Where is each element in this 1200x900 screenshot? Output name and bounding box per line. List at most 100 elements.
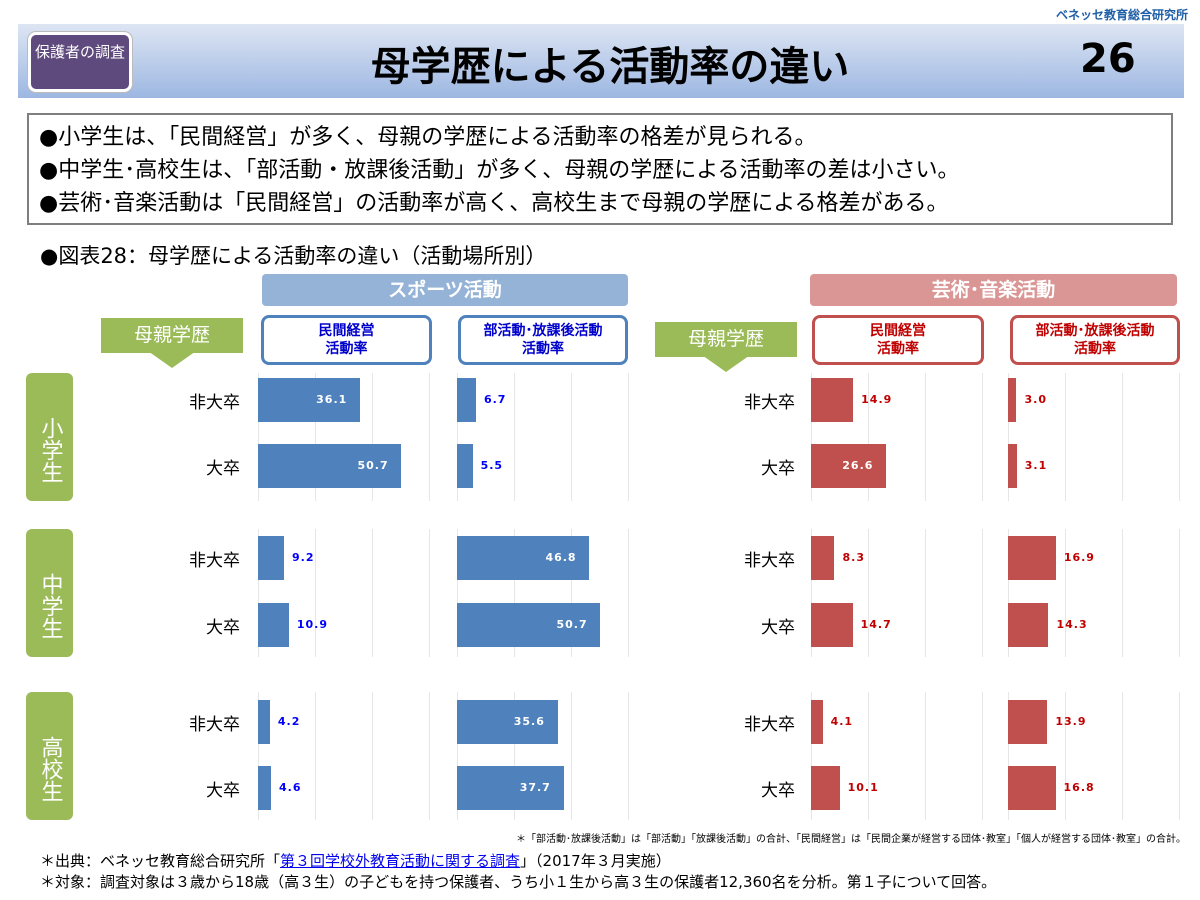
bar xyxy=(811,766,840,810)
bar xyxy=(258,766,272,810)
data-label: 3.0 xyxy=(1024,393,1047,406)
mother-education-label: 母親学歴 xyxy=(101,318,243,368)
panel-label: 活動率 xyxy=(522,341,564,357)
summary-box: ●小学生は、「民間経営」が多く、母親の学歴による活動率の格差が見られる。 ●中学… xyxy=(27,113,1173,225)
figure-title: ●図表28：母学歴による活動率の違い（活動場所別） xyxy=(40,244,547,268)
gridline xyxy=(868,529,869,657)
page-title: 母学歴による活動率の違い xyxy=(370,44,850,90)
bar xyxy=(1008,536,1056,580)
gridline xyxy=(811,692,812,820)
gridline xyxy=(628,692,629,820)
gridline xyxy=(1065,373,1066,501)
mother-education-label: 母親学歴 xyxy=(655,322,797,372)
brand-name: ベネッセ教育総合研究所 xyxy=(1055,8,1188,22)
gridline xyxy=(1065,529,1066,657)
gridline xyxy=(429,373,430,501)
gridline xyxy=(1008,373,1009,501)
gridline xyxy=(514,692,515,820)
row-label: 大卒 xyxy=(761,618,795,638)
row-label: 大卒 xyxy=(761,459,795,479)
gridline xyxy=(1179,373,1180,501)
gridline xyxy=(811,373,812,501)
data-label: 10.1 xyxy=(847,781,879,794)
gridline xyxy=(258,373,259,501)
gridline xyxy=(571,529,572,657)
row-label: 大卒 xyxy=(206,459,240,479)
bar xyxy=(457,536,590,580)
bar xyxy=(1008,700,1048,744)
bar xyxy=(258,444,402,488)
gridline xyxy=(1179,692,1180,820)
row-label: 非大卒 xyxy=(189,393,240,413)
row-label: 大卒 xyxy=(206,618,240,638)
bar xyxy=(1008,766,1056,810)
data-label: 3.1 xyxy=(1024,459,1048,472)
panel-label: 活動率 xyxy=(1074,341,1116,357)
gridline xyxy=(372,692,373,820)
arts-club-header: 部活動･放課後活動 活動率 xyxy=(1010,315,1180,365)
data-label: 50.7 xyxy=(556,618,588,631)
data-label: 16.8 xyxy=(1063,781,1095,794)
gridline xyxy=(258,692,259,820)
data-label: 6.7 xyxy=(483,393,507,406)
stage-high: 高校生 xyxy=(26,692,73,820)
summary-bullet: ●芸術･音楽活動は「民間経営」の活動率が高く、高校生まで母親の学歴による格差があ… xyxy=(39,191,949,216)
source-suffix: 」（2017年３月実施） xyxy=(520,852,671,870)
data-label: 35.6 xyxy=(513,715,545,728)
gridline xyxy=(1065,692,1066,820)
gridline xyxy=(1008,529,1009,657)
bar xyxy=(258,378,361,422)
arts-private-header: 民間経営 活動率 xyxy=(812,315,984,365)
data-label: 13.9 xyxy=(1055,715,1087,728)
row-label: 非大卒 xyxy=(744,715,795,735)
arts-header: 芸術･音楽活動 xyxy=(810,274,1177,306)
bar xyxy=(811,536,835,580)
bar xyxy=(1008,444,1017,488)
gridline xyxy=(982,373,983,501)
panel-label: 活動率 xyxy=(877,341,919,357)
panel-label: 部活動･放課後活動 xyxy=(1035,323,1155,339)
gridline xyxy=(571,373,572,501)
bar xyxy=(811,700,823,744)
bar xyxy=(811,378,854,422)
bar xyxy=(258,700,270,744)
bar xyxy=(258,603,289,647)
gridline xyxy=(315,373,316,501)
row-label: 非大卒 xyxy=(189,551,240,571)
row-label: 大卒 xyxy=(761,781,795,801)
gridline xyxy=(925,529,926,657)
source-prefix: ＊出典：ベネッセ教育総合研究所「 xyxy=(40,852,281,870)
data-label: 9.2 xyxy=(292,551,315,564)
gridline xyxy=(628,373,629,501)
bar xyxy=(457,603,601,647)
stage-elementary: 小学生 xyxy=(26,373,73,501)
summary-bullet: ●小学生は、「民間経営」が多く、母親の学歴による活動率の格差が見られる。 xyxy=(39,125,817,150)
gridline xyxy=(1122,373,1123,501)
data-label: 4.1 xyxy=(830,715,854,728)
gridline xyxy=(868,692,869,820)
page-number: 26 xyxy=(1080,36,1136,82)
gridline xyxy=(925,692,926,820)
gridline xyxy=(925,373,926,501)
gridline xyxy=(372,529,373,657)
data-label: 14.7 xyxy=(860,618,892,631)
panel-label: 活動率 xyxy=(325,341,368,357)
gridline xyxy=(429,529,430,657)
bar xyxy=(1008,378,1017,422)
data-label: 4.2 xyxy=(277,715,301,728)
stage-junior-high: 中学生 xyxy=(26,529,73,657)
bar xyxy=(1008,603,1049,647)
gridline xyxy=(372,373,373,501)
gridline xyxy=(982,692,983,820)
gridline xyxy=(315,692,316,820)
bar xyxy=(811,444,887,488)
gridline xyxy=(315,529,316,657)
data-label: 14.3 xyxy=(1056,618,1088,631)
source-line: ＊出典：ベネッセ教育総合研究所「第３回学校外教育活動に関する調査」（2017年３… xyxy=(40,850,671,871)
row-label: 大卒 xyxy=(206,781,240,801)
data-label: 16.9 xyxy=(1063,551,1095,564)
gridline xyxy=(514,373,515,501)
data-label: 36.1 xyxy=(316,393,348,406)
data-label: 14.9 xyxy=(861,393,893,406)
source-link[interactable]: 第３回学校外教育活動に関する調査 xyxy=(280,852,521,870)
